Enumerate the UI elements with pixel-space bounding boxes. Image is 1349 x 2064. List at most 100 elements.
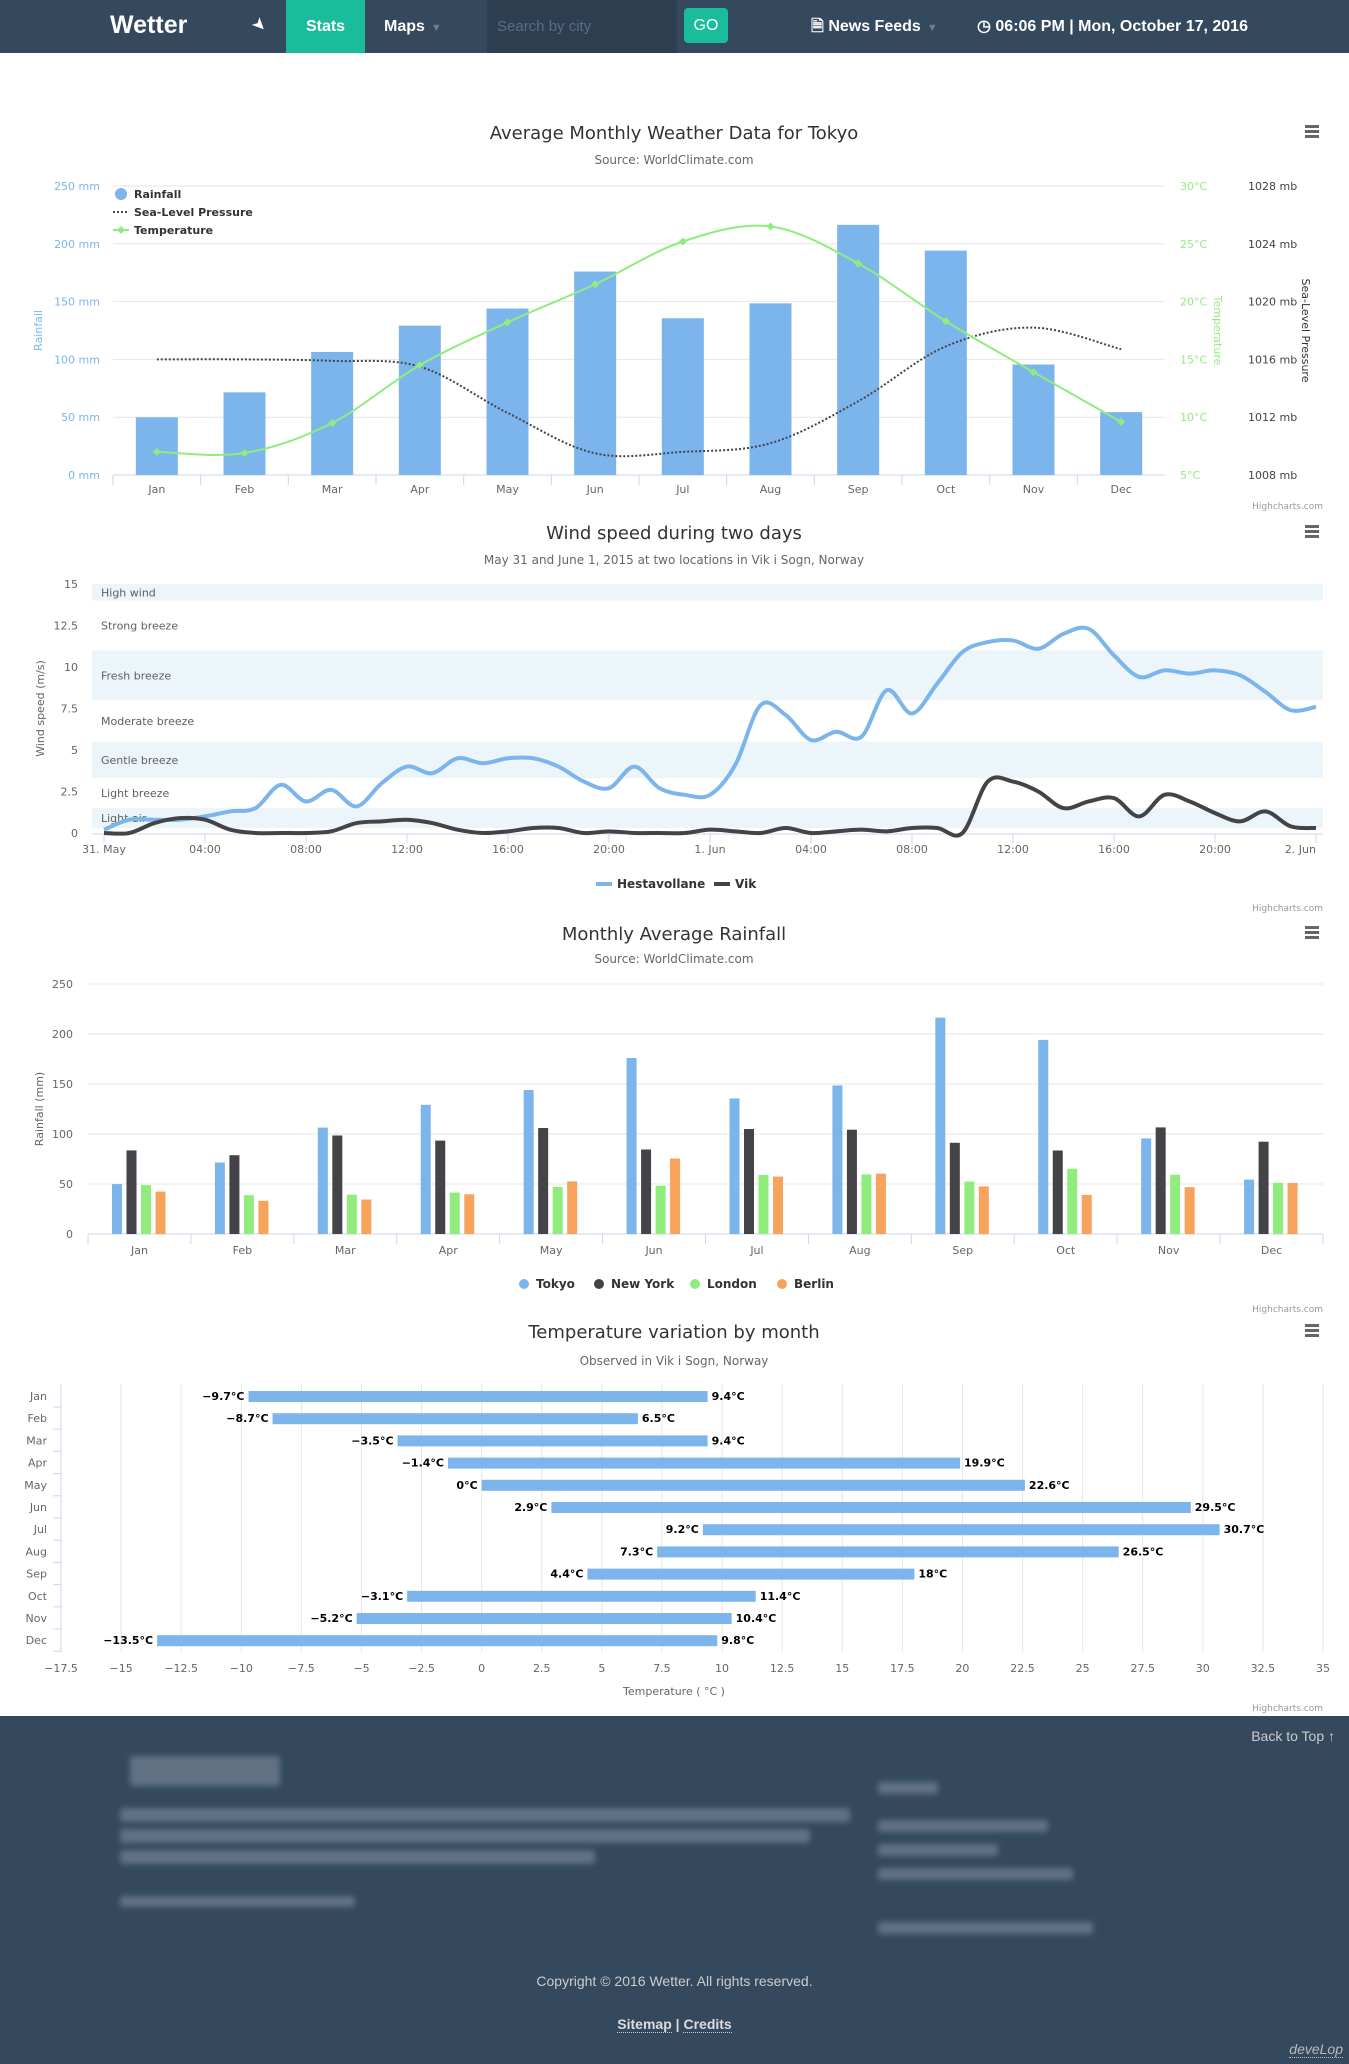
legend-item[interactable]: London — [707, 1277, 757, 1291]
tokyo-bar[interactable] — [420, 1104, 431, 1234]
temperature-point[interactable] — [328, 418, 337, 427]
london-bar[interactable] — [758, 1175, 769, 1234]
nav-maps-dropdown[interactable]: Maps ▼ — [384, 0, 442, 55]
tokyo-bar[interactable] — [112, 1184, 122, 1234]
legend-pressure[interactable]: Sea-Level Pressure — [134, 206, 253, 219]
temperature-point[interactable] — [854, 259, 863, 268]
temperature-range-bar[interactable] — [356, 1613, 732, 1624]
new-york-bar[interactable] — [538, 1128, 549, 1234]
berlin-bar[interactable] — [978, 1186, 989, 1234]
berlin-bar[interactable] — [773, 1176, 783, 1234]
berlin-bar[interactable] — [670, 1158, 681, 1235]
rainfall-bar[interactable] — [661, 318, 704, 475]
tokyo-bar[interactable] — [1141, 1138, 1152, 1234]
hamburger-menu-icon[interactable] — [1305, 125, 1319, 138]
temperature-range-bar[interactable] — [481, 1479, 1025, 1491]
new-york-bar[interactable] — [949, 1142, 960, 1234]
new-york-bar[interactable] — [332, 1135, 343, 1235]
tokyo-bar[interactable] — [1038, 1039, 1049, 1234]
new-york-bar[interactable] — [1052, 1150, 1063, 1235]
back-to-top-link[interactable]: Back to Top ↑ — [1251, 1728, 1335, 1744]
berlin-bar[interactable] — [1081, 1194, 1092, 1234]
temperature-point[interactable] — [941, 317, 950, 326]
tokyo-bar[interactable] — [832, 1085, 843, 1235]
city-search-input[interactable] — [487, 0, 677, 53]
temperature-point[interactable] — [503, 318, 512, 327]
rainfall-bar[interactable] — [398, 325, 441, 475]
develop-badge[interactable]: deveLop — [1289, 2041, 1343, 2058]
berlin-bar[interactable] — [155, 1191, 166, 1234]
location-arrow-icon[interactable]: ➤ — [247, 12, 272, 37]
temperature-point[interactable] — [591, 280, 600, 289]
berlin-bar[interactable] — [361, 1199, 372, 1235]
temperature-range-bar[interactable] — [702, 1524, 1220, 1536]
new-york-bar[interactable] — [1258, 1141, 1269, 1234]
london-bar[interactable] — [449, 1192, 460, 1234]
new-york-bar[interactable] — [744, 1129, 754, 1234]
london-bar[interactable] — [655, 1185, 666, 1234]
temperature-range-bar[interactable] — [248, 1391, 708, 1402]
temperature-range-bar[interactable] — [587, 1568, 915, 1580]
tokyo-bar[interactable] — [523, 1090, 534, 1234]
news-feeds-dropdown[interactable]: 🗎 News Feeds ▼ — [811, 0, 938, 55]
berlin-bar[interactable] — [258, 1200, 269, 1234]
rainfall-bar[interactable] — [135, 417, 178, 475]
temperature-point[interactable] — [240, 449, 249, 458]
sitemap-link[interactable]: Sitemap — [617, 2016, 672, 2033]
rainfall-bar[interactable] — [924, 250, 967, 475]
london-bar[interactable] — [243, 1195, 254, 1234]
temperature-range-bar[interactable] — [397, 1435, 708, 1447]
legend-rainfall[interactable]: Rainfall — [134, 188, 181, 201]
berlin-bar[interactable] — [875, 1173, 886, 1234]
legend-item[interactable]: Tokyo — [536, 1277, 575, 1291]
tokyo-bar[interactable] — [317, 1127, 328, 1234]
london-bar[interactable] — [346, 1194, 357, 1234]
london-bar[interactable] — [1273, 1182, 1284, 1234]
rainfall-bar[interactable] — [749, 303, 792, 475]
hamburger-menu-icon[interactable] — [1305, 525, 1319, 538]
temperature-point[interactable] — [1117, 417, 1126, 426]
credits-link[interactable]: Credits — [683, 2016, 732, 2033]
temperature-point[interactable] — [766, 222, 775, 231]
vik-line[interactable] — [103, 775, 1317, 838]
highcharts-credits[interactable]: Highcharts.com — [1252, 502, 1323, 512]
highcharts-credits[interactable]: Highcharts.com — [1252, 1704, 1323, 1714]
london-bar[interactable] — [964, 1181, 975, 1234]
nav-stats-tab[interactable]: Stats — [286, 0, 365, 53]
temperature-range-bar[interactable] — [407, 1590, 756, 1602]
brand-logo[interactable]: Wetter — [110, 11, 188, 39]
tokyo-bar[interactable] — [935, 1017, 946, 1234]
new-york-bar[interactable] — [846, 1129, 857, 1234]
legend-temperature[interactable]: Temperature — [134, 224, 213, 237]
temperature-range-bar[interactable] — [272, 1413, 638, 1425]
berlin-bar[interactable] — [464, 1194, 475, 1234]
london-bar[interactable] — [1170, 1174, 1181, 1234]
highcharts-credits[interactable]: Highcharts.com — [1252, 1305, 1323, 1315]
rainfall-bar[interactable] — [486, 308, 529, 475]
rainfall-bar[interactable] — [1012, 364, 1055, 475]
temperature-range-bar[interactable] — [157, 1635, 718, 1647]
hamburger-menu-icon[interactable] — [1305, 1324, 1319, 1337]
new-york-bar[interactable] — [126, 1150, 137, 1234]
new-york-bar[interactable] — [641, 1149, 652, 1235]
temperature-range-bar[interactable] — [551, 1502, 1191, 1513]
temperature-point[interactable] — [678, 237, 687, 246]
hamburger-menu-icon[interactable] — [1305, 926, 1319, 939]
legend-item[interactable]: Berlin — [794, 1277, 834, 1291]
rainfall-bar[interactable] — [574, 271, 617, 475]
new-york-bar[interactable] — [1155, 1127, 1166, 1234]
berlin-bar[interactable] — [1184, 1187, 1195, 1234]
tokyo-bar[interactable] — [626, 1058, 637, 1234]
london-bar[interactable] — [552, 1187, 563, 1234]
legend-item[interactable]: New York — [611, 1277, 675, 1291]
new-york-bar[interactable] — [229, 1155, 240, 1234]
new-york-bar[interactable] — [435, 1140, 446, 1234]
go-button[interactable]: GO — [684, 8, 728, 43]
legend-item[interactable]: Hestavollane — [617, 877, 705, 891]
legend-item[interactable]: Vik — [735, 877, 757, 891]
rainfall-bar[interactable] — [311, 352, 354, 475]
berlin-bar[interactable] — [567, 1181, 578, 1234]
temperature-point[interactable] — [152, 447, 161, 456]
london-bar[interactable] — [1067, 1168, 1078, 1234]
temperature-range-bar[interactable] — [657, 1546, 1119, 1558]
